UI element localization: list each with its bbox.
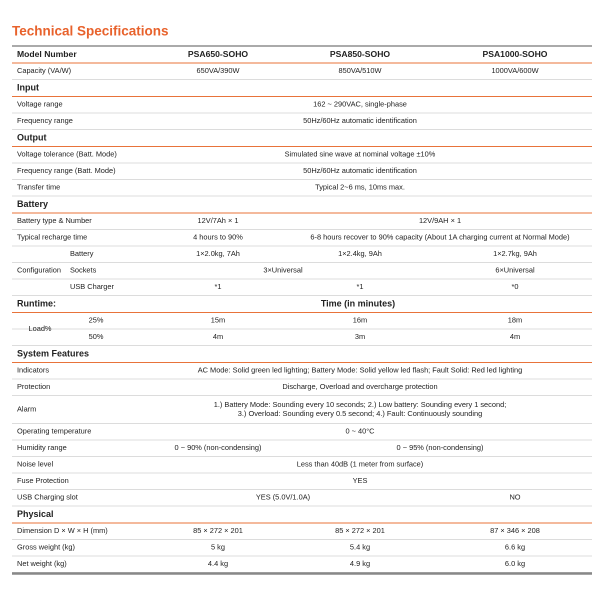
cell: 5 kg	[211, 543, 225, 552]
section-heading: Output	[17, 132, 47, 142]
group-label: Configuration	[17, 266, 61, 275]
cell: 0 ~ 40°C	[345, 427, 375, 436]
cell: 15m	[211, 316, 225, 325]
row-label: Net weight (kg)	[17, 559, 67, 568]
row-label: Capacity (VA/W)	[17, 66, 71, 75]
cell: 1×2.0kg, 7Ah	[196, 249, 240, 258]
header-cell: PSA650-SOHO	[188, 49, 248, 59]
row-label: Battery	[70, 249, 94, 258]
row-label: Alarm	[17, 404, 36, 413]
cell: 650VA/390W	[196, 66, 239, 75]
cell: 4.9 kg	[350, 559, 370, 568]
cell: 1×2.7kg, 9Ah	[493, 249, 537, 258]
cell: 6-8 hours recover to 90% capacity (About…	[310, 233, 569, 242]
cell: 6×Universal	[495, 266, 535, 275]
cell: 4m	[213, 332, 223, 341]
row-label: Protection	[17, 382, 50, 391]
row-label: Humidity range	[17, 443, 67, 452]
row-label: Gross weight (kg)	[17, 543, 75, 552]
cell: 4m	[510, 332, 520, 341]
cell: 0 ~ 90% (non-condensing)	[175, 443, 262, 452]
cell: 0 ~ 95% (non-condensing)	[397, 443, 484, 452]
header-cell: PSA850-SOHO	[330, 49, 390, 59]
header-cell: PSA1000-SOHO	[483, 49, 548, 59]
cell: Typical 2~6 ms, 10ms max.	[315, 183, 405, 192]
cell: Discharge, Overload and overcharge prote…	[282, 382, 437, 391]
row-label: USB Charging slot	[17, 493, 78, 502]
section-heading: Physical	[17, 509, 54, 519]
row-label: Transfer time	[17, 183, 60, 192]
cell: 18m	[508, 316, 522, 325]
cell: Less than 40dB (1 meter from surface)	[297, 460, 424, 469]
cell: 6.0 kg	[505, 559, 525, 568]
cell: NO	[509, 493, 520, 502]
row-label: 50%	[89, 332, 104, 341]
header-cell: Model Number	[17, 49, 77, 59]
cell: 3×Universal	[263, 266, 303, 275]
cell: 50Hz/60Hz automatic identification	[303, 116, 417, 125]
cell: 5.4 kg	[350, 543, 370, 552]
cell: 162 ~ 290VAC, single-phase	[313, 100, 407, 109]
cell: 4 hours to 90%	[193, 233, 243, 242]
row-label: Frequency range (Batt. Mode)	[17, 166, 116, 175]
cell-line: 3.) Overload: Sounding every 0.5 second;…	[238, 409, 482, 418]
section-subheading: Time (in minutes)	[321, 298, 395, 308]
row-label: Battery type & Number	[17, 216, 92, 225]
cell: 16m	[353, 316, 367, 325]
section-heading: Battery	[17, 199, 48, 209]
row-label: Frequency range	[17, 116, 73, 125]
cell: *1	[215, 282, 222, 291]
row-label: Dimension D × W × H (mm)	[17, 526, 108, 535]
cell: 12V/7Ah × 1	[198, 216, 239, 225]
cell: YES (5.0V/1.0A)	[256, 493, 310, 502]
cell: 50Hz/60Hz automatic identification	[303, 166, 417, 175]
cell: 85 × 272 × 201	[193, 526, 243, 535]
row-label: Typical recharge time	[17, 233, 87, 242]
row-label: Fuse Protection	[17, 476, 69, 485]
cell: 1000VA/600W	[491, 66, 538, 75]
row-label: Sockets	[70, 266, 97, 275]
row-label: Operating temperature	[17, 427, 91, 436]
section-heading: System Features	[17, 348, 89, 358]
cell: 85 × 272 × 201	[335, 526, 385, 535]
cell: Simulated sine wave at nominal voltage ±…	[285, 150, 436, 159]
row-label: USB Charger	[70, 282, 114, 291]
cell: 1×2.4kg, 9Ah	[338, 249, 382, 258]
cell: 4.4 kg	[208, 559, 228, 568]
cell: 12V/9AH × 1	[419, 216, 461, 225]
cell: 3m	[355, 332, 365, 341]
cell: AC Mode: Solid green led lighting; Batte…	[198, 366, 523, 375]
group-label: Load%	[28, 324, 51, 333]
cell: YES	[353, 476, 368, 485]
row-label: Indicators	[17, 366, 49, 375]
cell: 6.6 kg	[505, 543, 525, 552]
row-label: Noise level	[17, 460, 54, 469]
section-heading: Runtime:	[17, 298, 56, 308]
row-label: Voltage tolerance (Batt. Mode)	[17, 150, 117, 159]
cell: 850VA/510W	[338, 66, 381, 75]
section-heading: Input	[17, 82, 39, 92]
row-label: Voltage range	[17, 100, 63, 109]
row-label: 25%	[89, 316, 104, 325]
cell-line: 1.) Battery Mode: Sounding every 10 seco…	[214, 400, 507, 409]
cell: *1	[357, 282, 364, 291]
title: Technical Specifications	[12, 24, 169, 39]
cell: 87 × 346 × 208	[490, 526, 540, 535]
cell: *0	[512, 282, 519, 291]
